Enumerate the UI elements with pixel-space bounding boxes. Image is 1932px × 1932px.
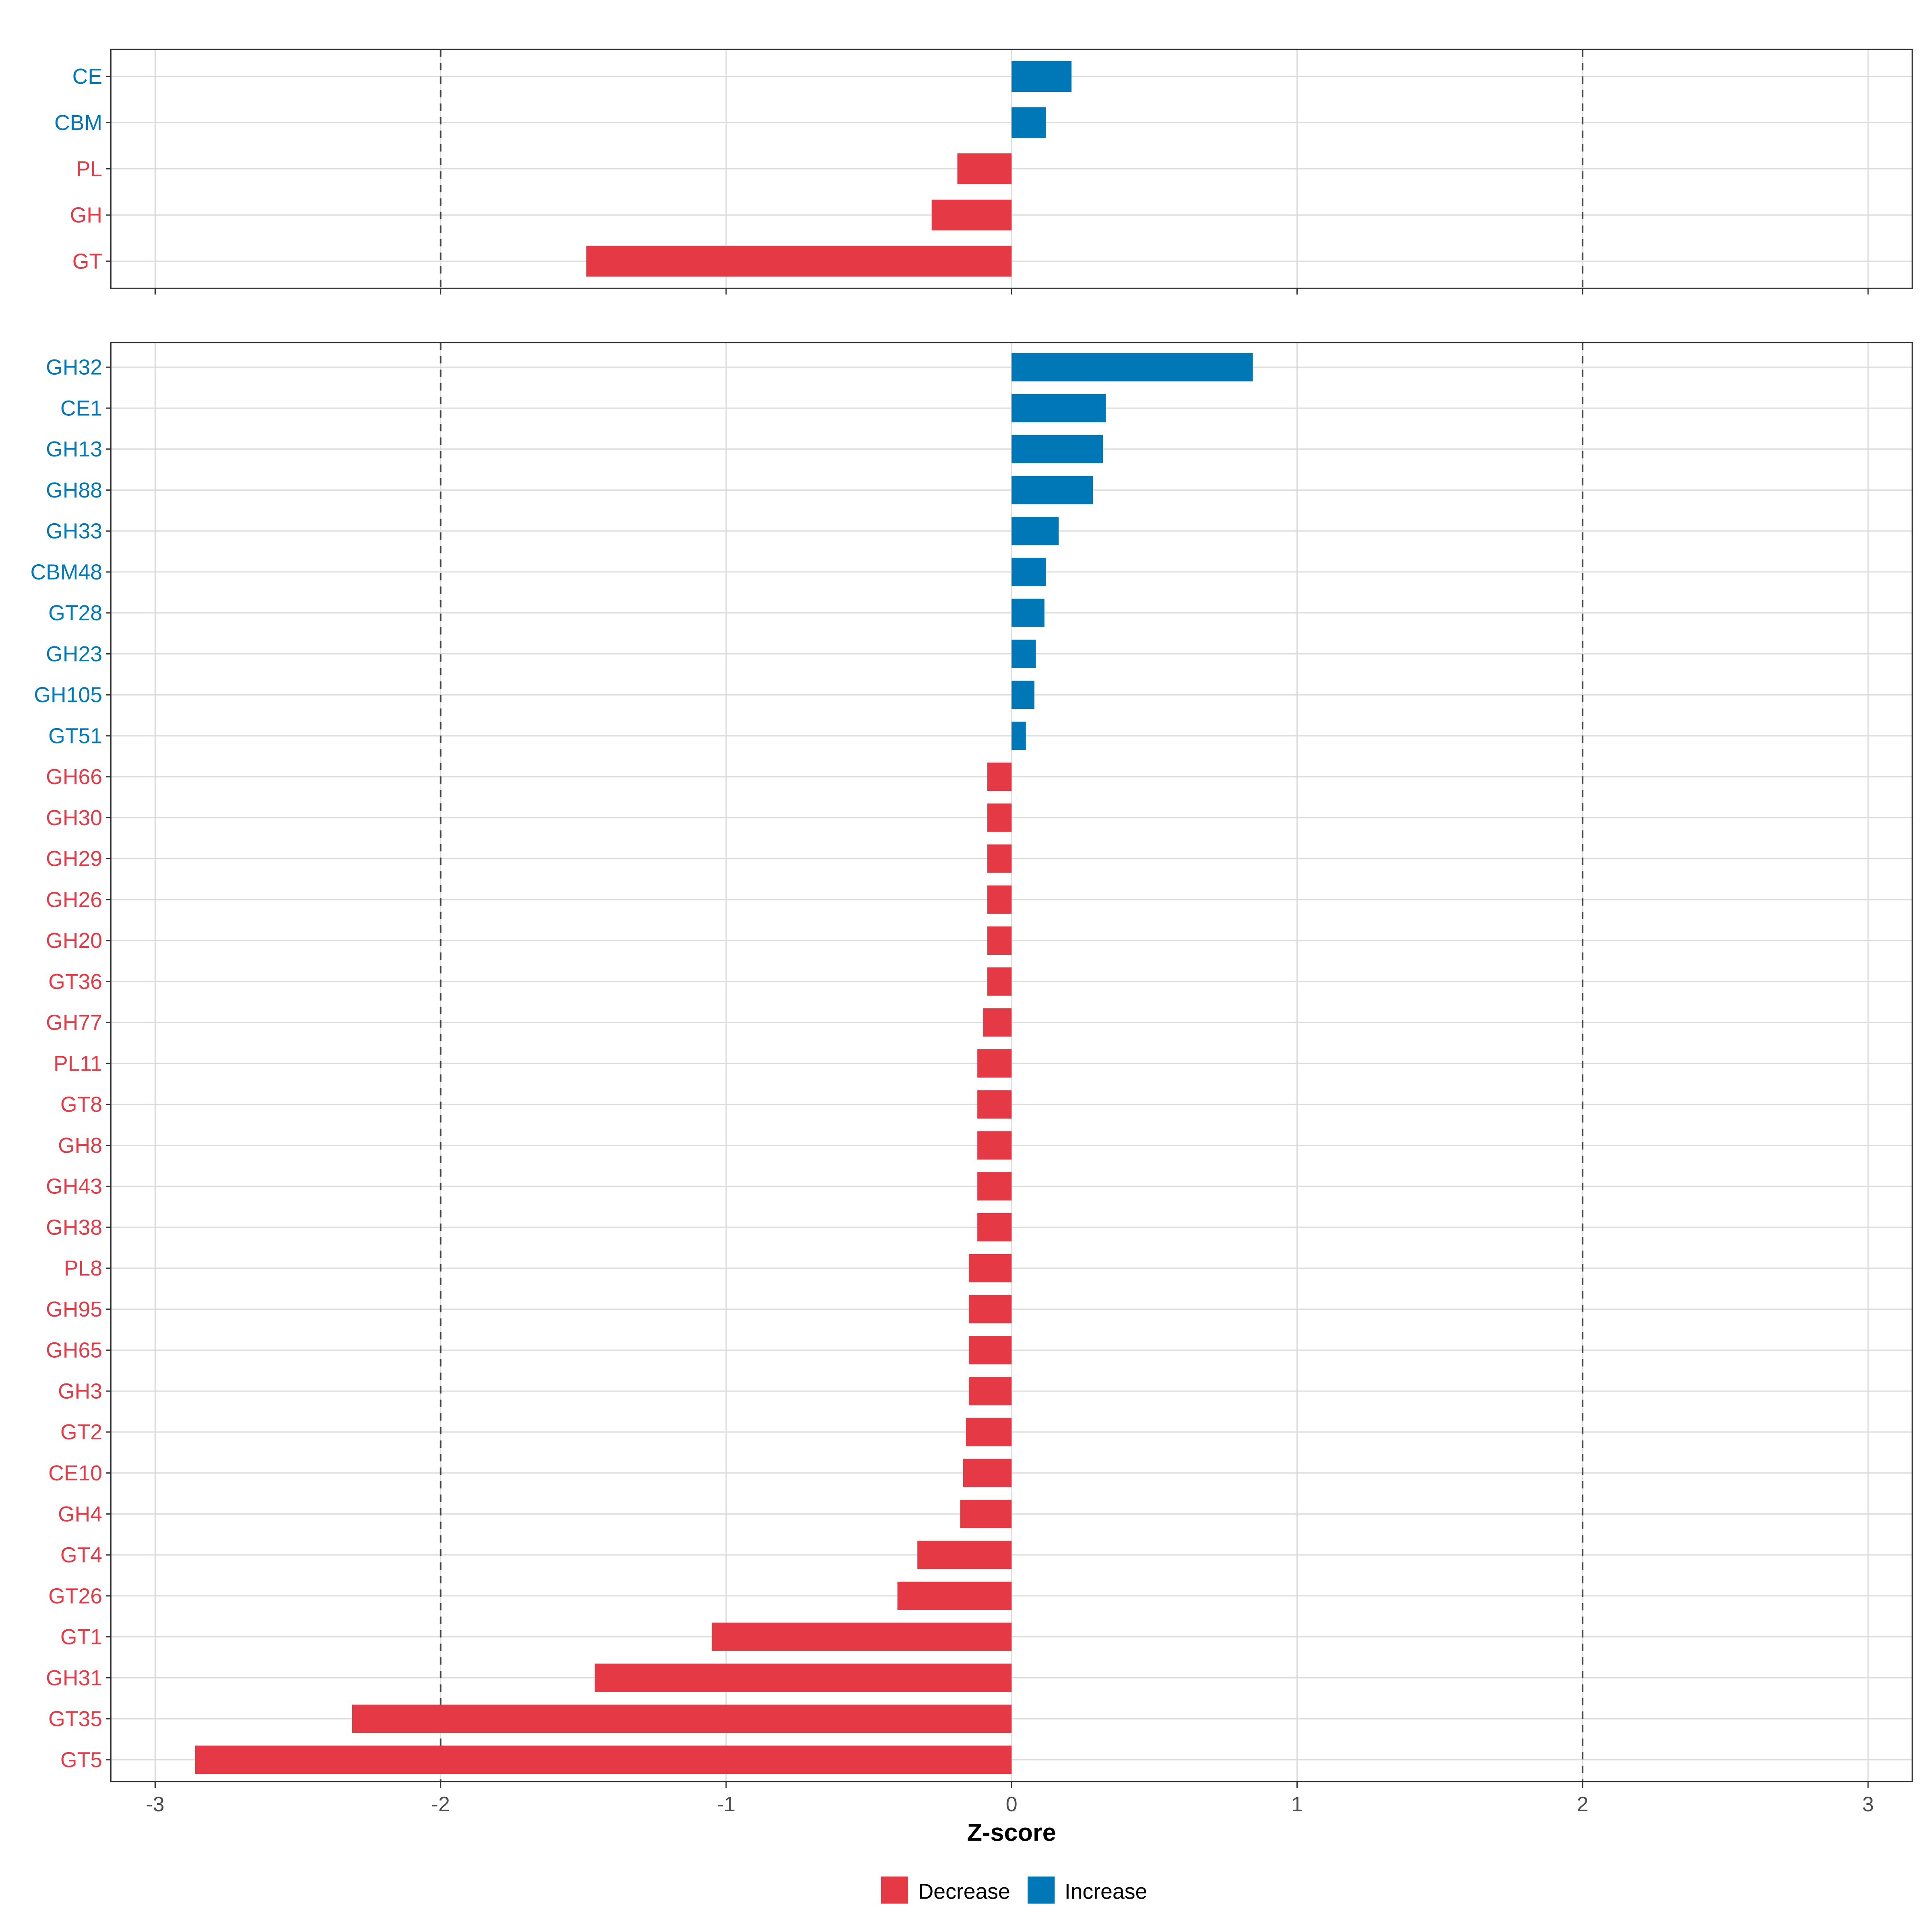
- bar-GT1: [712, 1622, 1012, 1651]
- y-tick-label: GH30: [46, 806, 102, 830]
- y-tick-label: GT35: [48, 1707, 102, 1731]
- bar-GH23: [1011, 640, 1036, 668]
- x-axis-title: Z-score: [967, 1818, 1056, 1846]
- bar-GH32: [1011, 353, 1253, 382]
- panel-bottom: GH32 CE1 GH13 GH88 GH33 CBM48 GT28 GH23 GH105 GT5…: [30, 342, 1913, 1788]
- bar-GH43: [977, 1172, 1012, 1201]
- y-tick-label: GH88: [46, 479, 102, 502]
- y-tick-label: GH13: [46, 438, 102, 461]
- y-tick-label: GH4: [58, 1503, 102, 1526]
- bar-GH88: [1011, 476, 1093, 504]
- legend-label: Decrease: [918, 1880, 1010, 1903]
- y-tick-label: GT8: [60, 1093, 102, 1117]
- bar-GT5: [195, 1745, 1012, 1774]
- bar-GH4: [960, 1500, 1012, 1528]
- x-tick-label: -2: [431, 1793, 450, 1816]
- bar-GH95: [968, 1295, 1012, 1323]
- bar-CBM48: [1011, 557, 1046, 586]
- y-tick-label: GH65: [46, 1339, 102, 1362]
- x-axis: -3 -2 -1 0 1 2 3: [146, 1793, 1874, 1816]
- y-tick-label: GH95: [46, 1298, 102, 1321]
- y-tick-label: GH105: [34, 683, 102, 707]
- bar-GH13: [1011, 435, 1103, 463]
- bar-GH65: [968, 1336, 1012, 1364]
- bar-GT35: [352, 1704, 1012, 1733]
- y-tick-label: GH23: [46, 642, 102, 666]
- y-tick-label: CBM48: [30, 560, 102, 584]
- y-tick-label: GH43: [46, 1175, 102, 1199]
- y-tick-label: PL8: [64, 1257, 102, 1280]
- panel-top: CE CBM PL GH GT: [54, 48, 1913, 295]
- bar-GT2: [966, 1418, 1012, 1447]
- y-tick-label: GH20: [46, 929, 102, 953]
- x-tick-label: 3: [1862, 1793, 1874, 1816]
- y-tick-label: GH26: [46, 888, 102, 912]
- bar-GH29: [987, 844, 1012, 873]
- y-tick-label: PL11: [54, 1052, 102, 1075]
- bar-PL: [957, 153, 1012, 184]
- y-tick-label: CE1: [60, 396, 102, 420]
- bar-PL8: [968, 1254, 1012, 1283]
- bar-GH105: [1011, 681, 1035, 709]
- bar-GH77: [983, 1008, 1012, 1037]
- bar-GH33: [1011, 517, 1059, 545]
- bar-GH38: [977, 1213, 1012, 1242]
- y-tick-label: GT1: [60, 1625, 102, 1649]
- y-tick-label: GH32: [46, 356, 102, 380]
- bar-GT51: [1011, 721, 1026, 750]
- bar-GH3: [968, 1377, 1012, 1406]
- y-tick-label: GT5: [60, 1748, 102, 1772]
- bar-CE: [1011, 61, 1072, 92]
- y-tick-label: GH38: [46, 1216, 102, 1239]
- y-tick-label: GH33: [46, 520, 102, 543]
- y-tick-label: GH31: [46, 1666, 102, 1690]
- legend-swatch-decrease: [881, 1876, 908, 1904]
- y-tick-label: GT2: [60, 1420, 102, 1444]
- y-tick-label: GH77: [46, 1011, 102, 1035]
- y-tick-label: GT26: [48, 1584, 102, 1608]
- y-tick-label: GH: [70, 204, 102, 227]
- y-tick-label: CE10: [48, 1461, 102, 1485]
- y-tick-label: CE: [72, 65, 102, 89]
- bar-GH20: [987, 926, 1012, 955]
- y-tick-label: GT: [72, 250, 102, 273]
- bar-GH8: [977, 1131, 1012, 1160]
- bar-GT26: [897, 1581, 1012, 1610]
- bar-GH30: [987, 803, 1012, 832]
- legend-swatch-increase: [1028, 1876, 1055, 1904]
- x-tick-label: -3: [146, 1793, 164, 1816]
- bar-PL11: [977, 1049, 1012, 1078]
- x-tick-label: 2: [1577, 1793, 1588, 1816]
- bar-GT28: [1011, 599, 1044, 627]
- x-tick-label: -1: [717, 1793, 735, 1816]
- x-tick-label: 0: [1006, 1793, 1018, 1816]
- y-tick-label: GH8: [58, 1134, 102, 1158]
- bar-GH31: [594, 1664, 1012, 1692]
- bar-GH66: [987, 762, 1012, 791]
- bar-GT36: [987, 967, 1012, 996]
- y-tick-label: GH3: [58, 1379, 102, 1403]
- legend: Decrease Increase: [881, 1876, 1147, 1904]
- y-tick-label: GH29: [46, 847, 102, 871]
- bar-GH26: [987, 885, 1012, 914]
- bar-GT4: [917, 1540, 1012, 1569]
- y-tick-label: GT28: [48, 601, 102, 625]
- y-tick-label: GT36: [48, 970, 102, 994]
- y-tick-label: GT4: [60, 1544, 102, 1567]
- y-tick-label: CBM: [54, 111, 102, 135]
- legend-label: Increase: [1065, 1880, 1147, 1903]
- y-tick-label: GT51: [48, 724, 102, 748]
- bar-CBM: [1011, 107, 1046, 138]
- x-tick-label: 1: [1291, 1793, 1303, 1816]
- bar-GH: [931, 199, 1012, 231]
- bar-GT8: [977, 1090, 1012, 1119]
- bar-GT: [586, 246, 1012, 277]
- bar-CE10: [963, 1459, 1012, 1487]
- y-tick-label: GH66: [46, 765, 102, 789]
- y-tick-label: PL: [76, 157, 103, 181]
- bar-CE1: [1011, 394, 1106, 423]
